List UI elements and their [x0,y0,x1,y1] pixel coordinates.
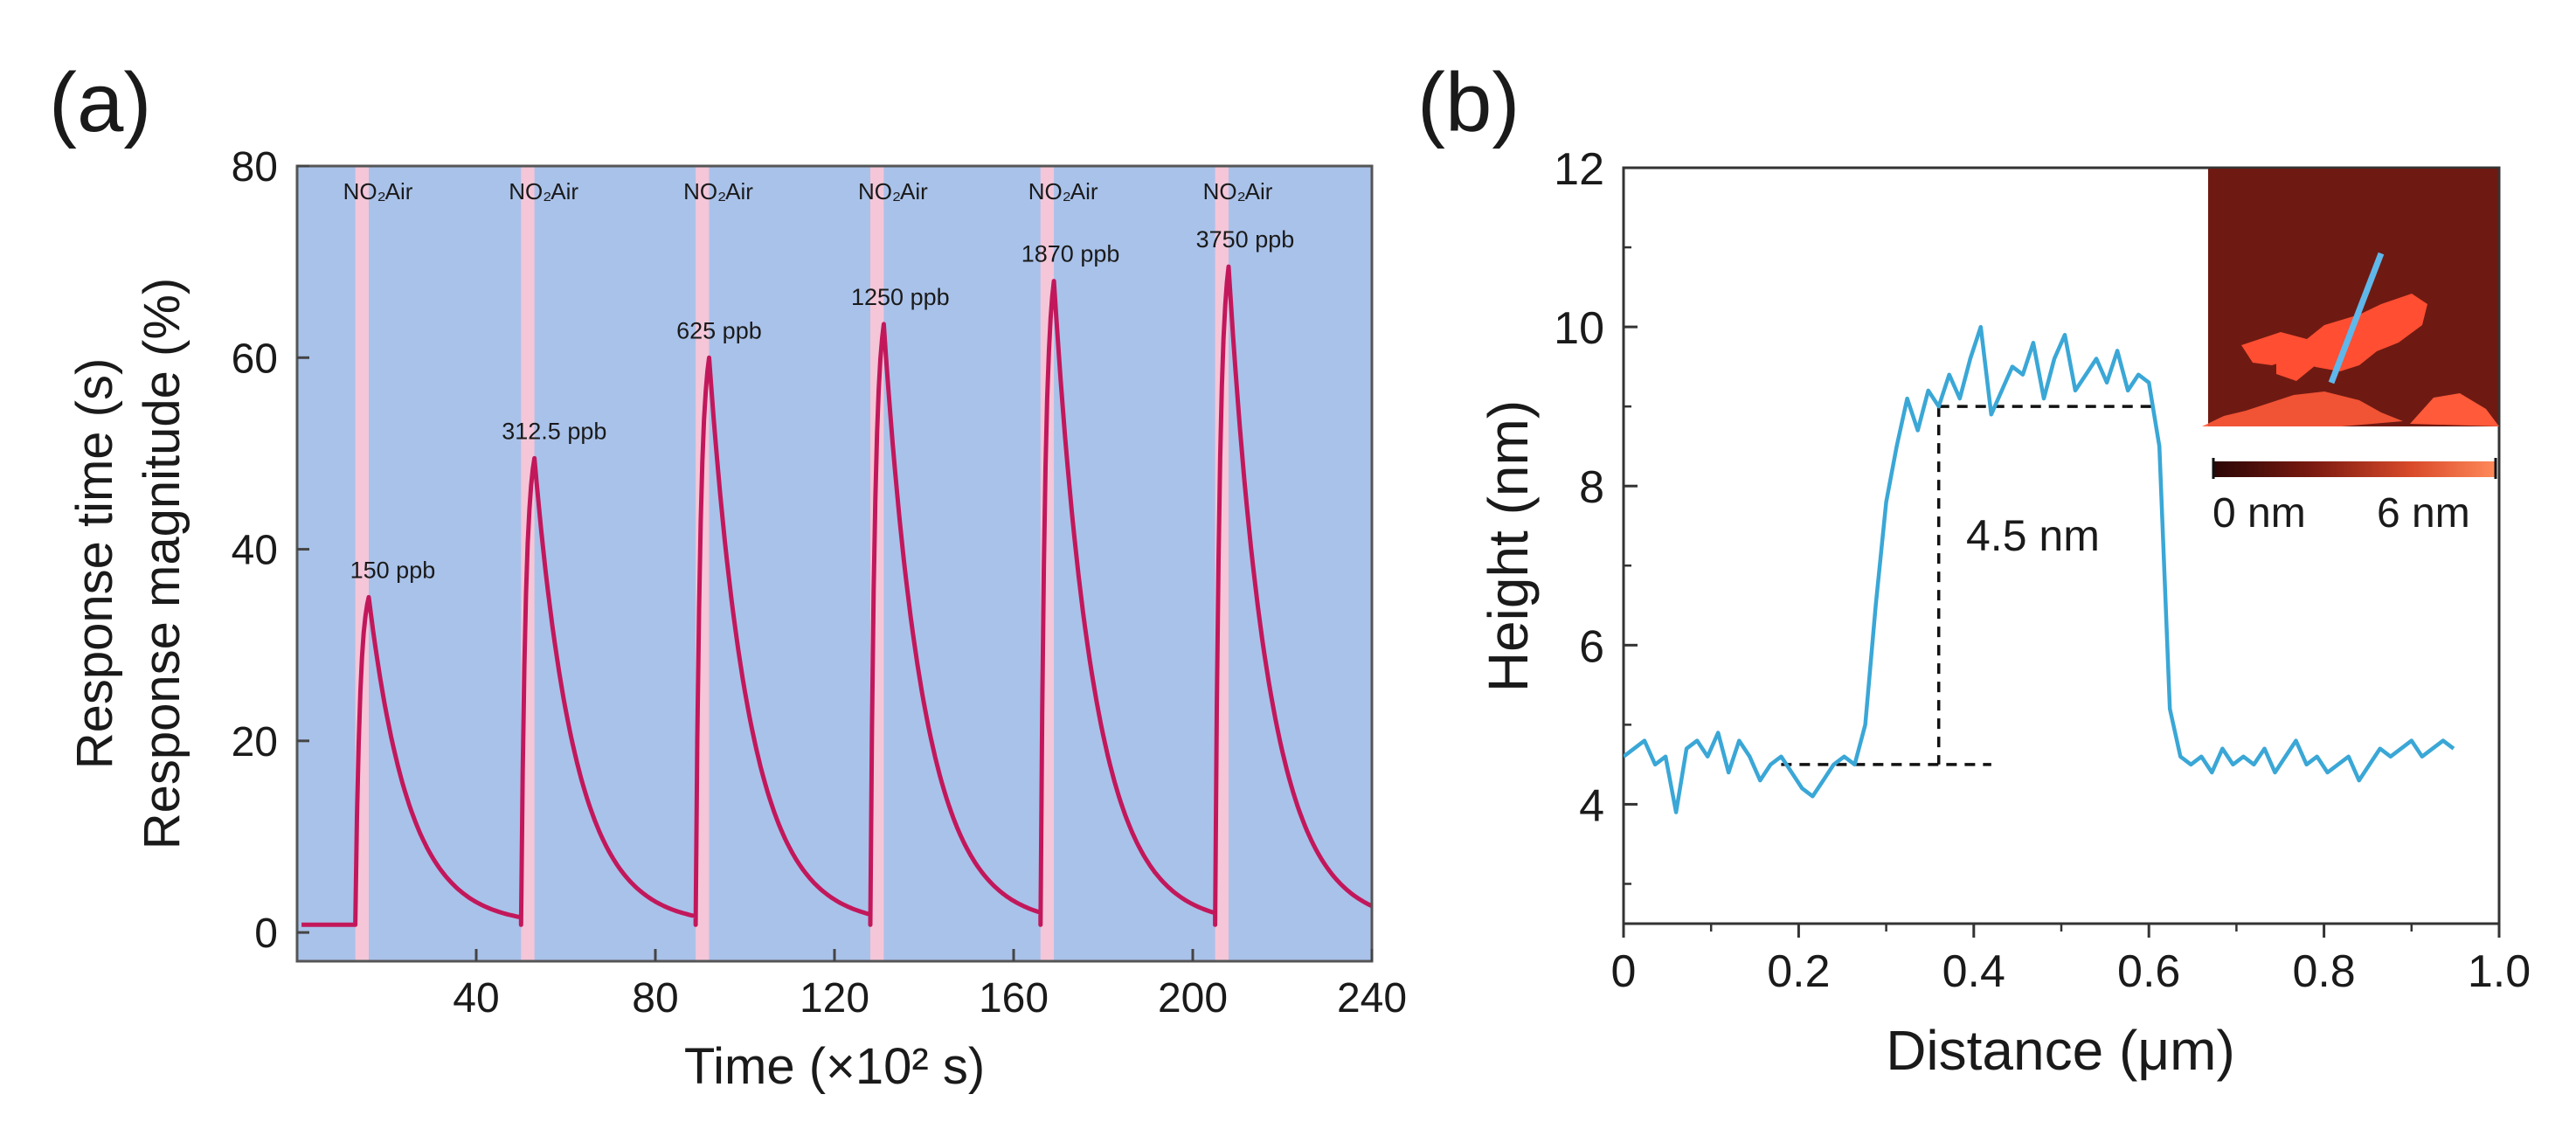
concentration-label: 1870 ppb [1021,241,1120,267]
panel-a-x-axis-label: Time (×10² s) [684,1038,985,1095]
panel-b-y-axis-label: Height (nm) [1477,400,1540,692]
profile-line [1624,324,2455,814]
panel-a-axes: 0 20 40 60 80 40 80 120 160 200 240 [232,144,1407,1022]
y-tick-label: 12 [1554,144,1604,195]
purge-label: Air [385,178,413,204]
concentration-label: 150 ppb [350,557,436,583]
y-tick-label: 60 [232,336,278,382]
panel-b-x-axis-label: Distance (μm) [1886,1019,2235,1082]
panel-b-axes: 4 6 8 10 12 0 0.2 0.4 0.6 0.8 1.0 [1554,144,2531,997]
purge-label: Air [900,178,928,204]
x-tick-label: 1.0 [2468,946,2531,997]
flake-main [2241,294,2427,371]
y-tick-label: 8 [1579,462,1604,513]
panel-b-label: (b) [1417,56,1520,149]
y-tick-label: 10 [1554,303,1604,354]
step-height-label: 4.5 nm [1966,511,2100,560]
gas-label: NO₂ [683,178,726,204]
panel-a-plot-background [297,166,1372,961]
x-tick-label: 200 [1158,975,1228,1022]
y-tick-label: 0 [254,911,278,957]
purge-label: Air [551,178,578,204]
purge-label: Air [1070,178,1098,204]
purge-label: Air [725,178,753,204]
x-tick-label: 80 [632,975,678,1022]
x-tick-label: 0.2 [1767,946,1830,997]
y-tick-label: 6 [1579,621,1604,672]
afm-inset: 0 nm 6 nm [2202,169,2499,537]
x-tick-label: 160 [979,975,1049,1022]
concentration-label: 312.5 ppb [502,418,606,444]
concentration-label: 1250 ppb [851,284,950,310]
panel-b: (b) 4 6 8 10 12 0 0.2 0.4 0.6 0.8 1.0 4.5 nm 0 nm … [1417,56,2531,1082]
panel-b-step-annotation [1781,405,2158,766]
purge-label: Air [1245,178,1273,204]
panel-a-response-curve [301,264,1372,927]
scan-line [2328,252,2385,384]
afm-image [2208,169,2498,426]
y-tick-label: 40 [232,528,278,574]
flake-bottom [2202,391,2403,426]
x-tick-label: 120 [800,975,869,1022]
x-tick-label: 0.6 [2117,946,2180,997]
x-tick-label: 0.8 [2292,946,2355,997]
y-tick-label: 20 [232,719,278,765]
x-tick-label: 240 [1337,975,1407,1022]
x-tick-label: 0 [1611,946,1637,997]
gas-label: NO₂ [1028,178,1071,204]
flake-small [2276,353,2316,381]
concentration-label: 625 ppb [676,317,762,343]
gas-label: NO₂ [509,178,551,204]
y-tick-label: 80 [232,144,278,190]
colorbar-min-label: 0 nm [2212,490,2306,537]
gas-label: NO₂ [343,178,386,204]
colorbar-max-label: 6 nm [2377,490,2470,537]
concentration-label: 3750 ppb [1196,226,1295,253]
x-tick-label: 40 [453,975,499,1022]
gas-label: NO₂ [1203,178,1246,204]
panel-a-label: (a) [49,56,151,149]
y-tick-label: 4 [1579,780,1604,831]
response-line [301,264,1372,927]
gas-label: NO₂ [858,178,901,204]
panel-a-y-axis-label-2: Response magnitude (%) [134,278,190,849]
colorbar [2212,461,2496,477]
flake-corner [2410,393,2499,426]
panel-a-y-axis-label-1: Response time (s) [66,358,123,770]
x-tick-label: 0.4 [1942,946,2005,997]
panel-b-height-profile [1624,324,2455,814]
